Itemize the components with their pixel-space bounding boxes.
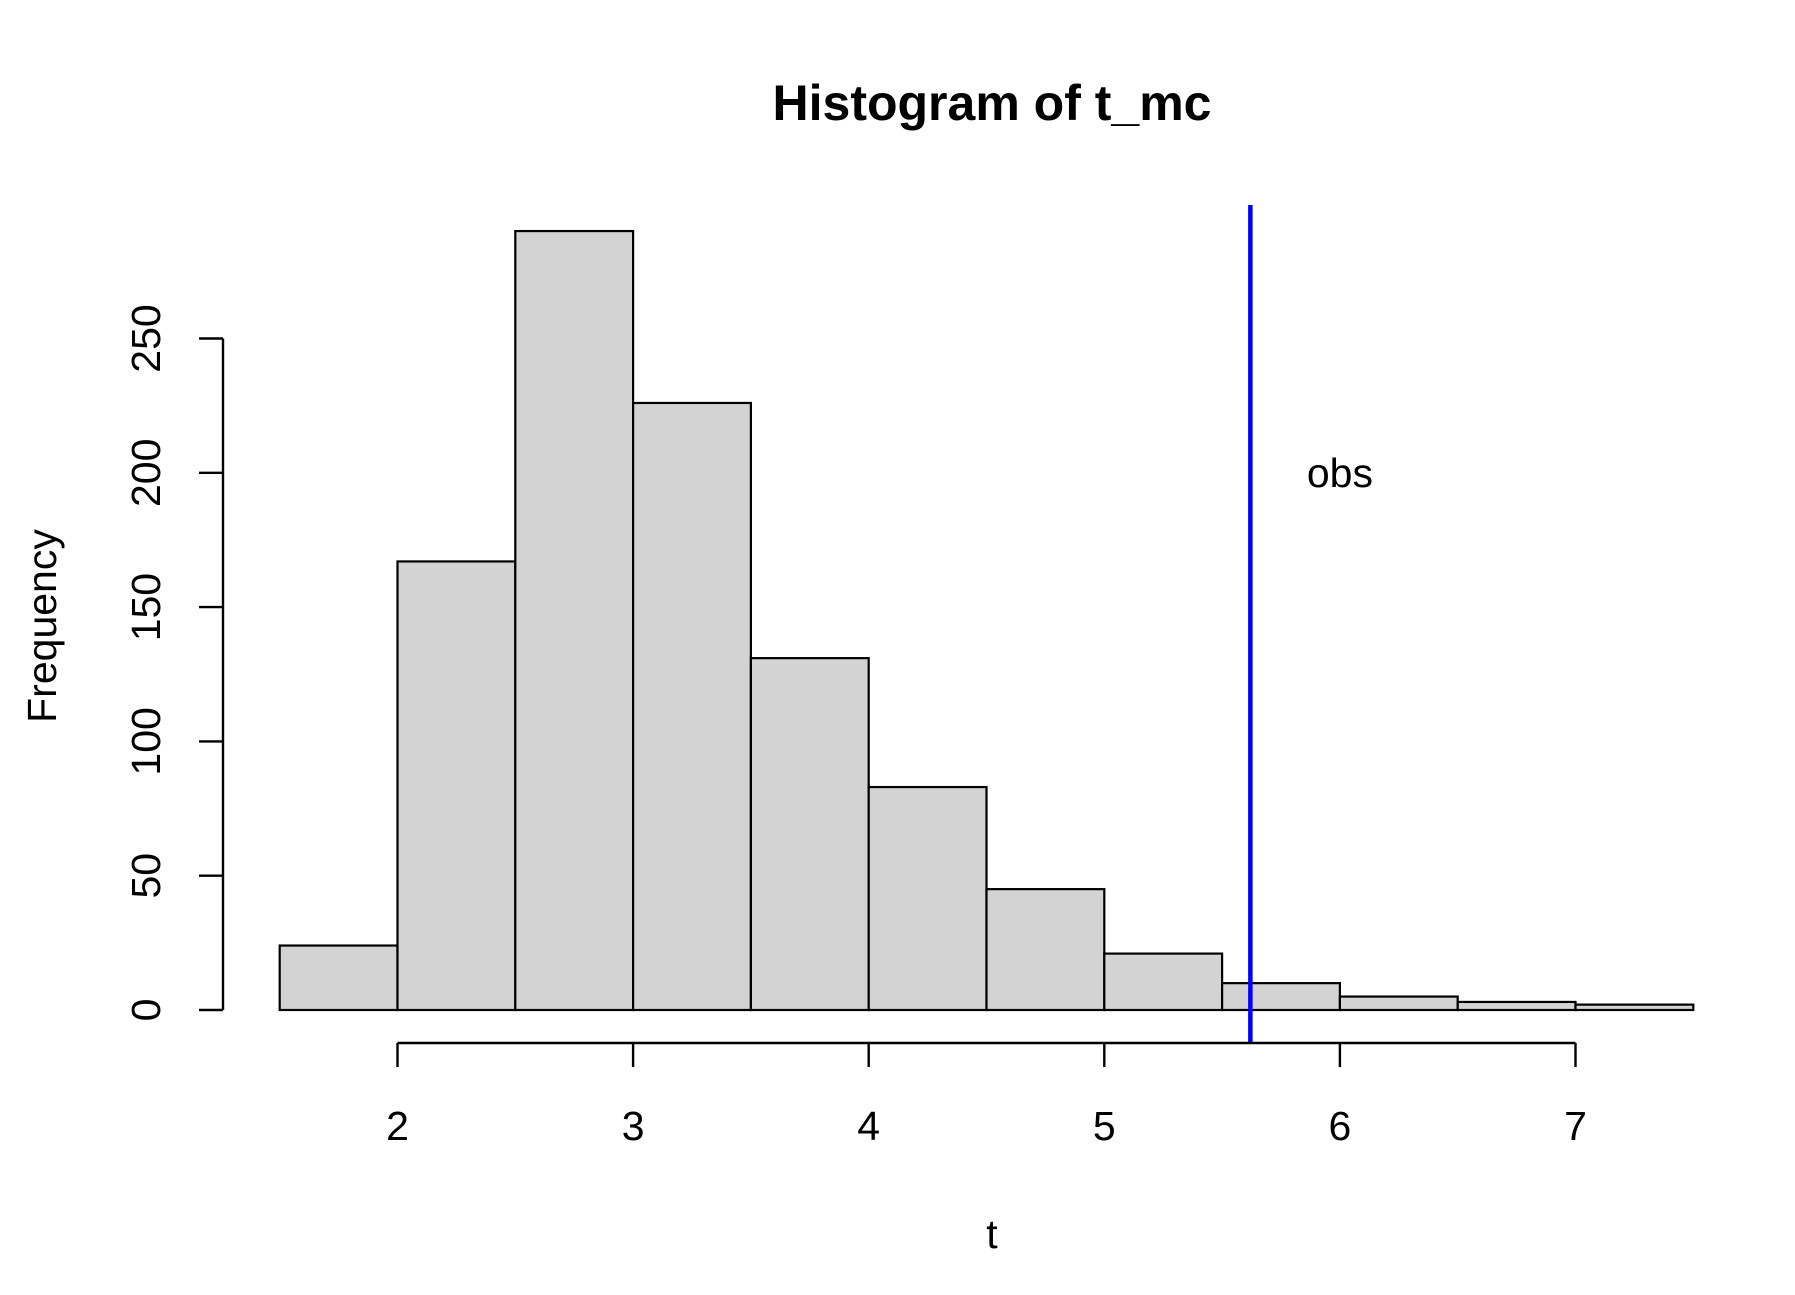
histogram-bar	[749, 657, 870, 1012]
x-tick-label: 7	[1564, 1103, 1587, 1149]
y-tick-label: 50	[123, 853, 169, 899]
x-tick-label: 6	[1328, 1103, 1351, 1149]
histogram-bar	[514, 229, 635, 1012]
y-axis: 0 50 100 150 200 250	[123, 304, 225, 1022]
y-tick-label: 250	[123, 304, 169, 372]
x-tick-label: 4	[857, 1103, 880, 1149]
y-tick-label: 0	[123, 999, 169, 1022]
x-axis-label: t	[986, 1211, 998, 1257]
histogram-bar	[1103, 952, 1224, 1012]
x-tick-label: 3	[622, 1103, 645, 1149]
y-axis-label: Frequency	[19, 529, 65, 723]
x-tick-label: 5	[1093, 1103, 1116, 1149]
y-tick-label: 200	[123, 439, 169, 507]
histogram-bar	[278, 944, 399, 1012]
histogram-bar	[985, 888, 1106, 1012]
histogram-bar	[1574, 1003, 1695, 1012]
histogram-bar	[1456, 1000, 1577, 1012]
histogram-bar	[867, 785, 988, 1012]
x-axis: 2 3 4 5 6 7	[386, 1041, 1587, 1149]
histogram-bar	[1338, 995, 1459, 1012]
chart-title: Histogram of t_mc	[773, 75, 1212, 131]
histogram-bars	[278, 229, 1695, 1012]
x-tick-label: 2	[386, 1103, 409, 1149]
y-tick-label: 100	[123, 707, 169, 775]
histogram-bar	[396, 560, 517, 1012]
y-tick-label: 150	[123, 573, 169, 641]
histogram-bar	[1220, 982, 1341, 1012]
histogram-bar	[631, 401, 752, 1012]
obs-annotation: obs	[1307, 450, 1373, 496]
